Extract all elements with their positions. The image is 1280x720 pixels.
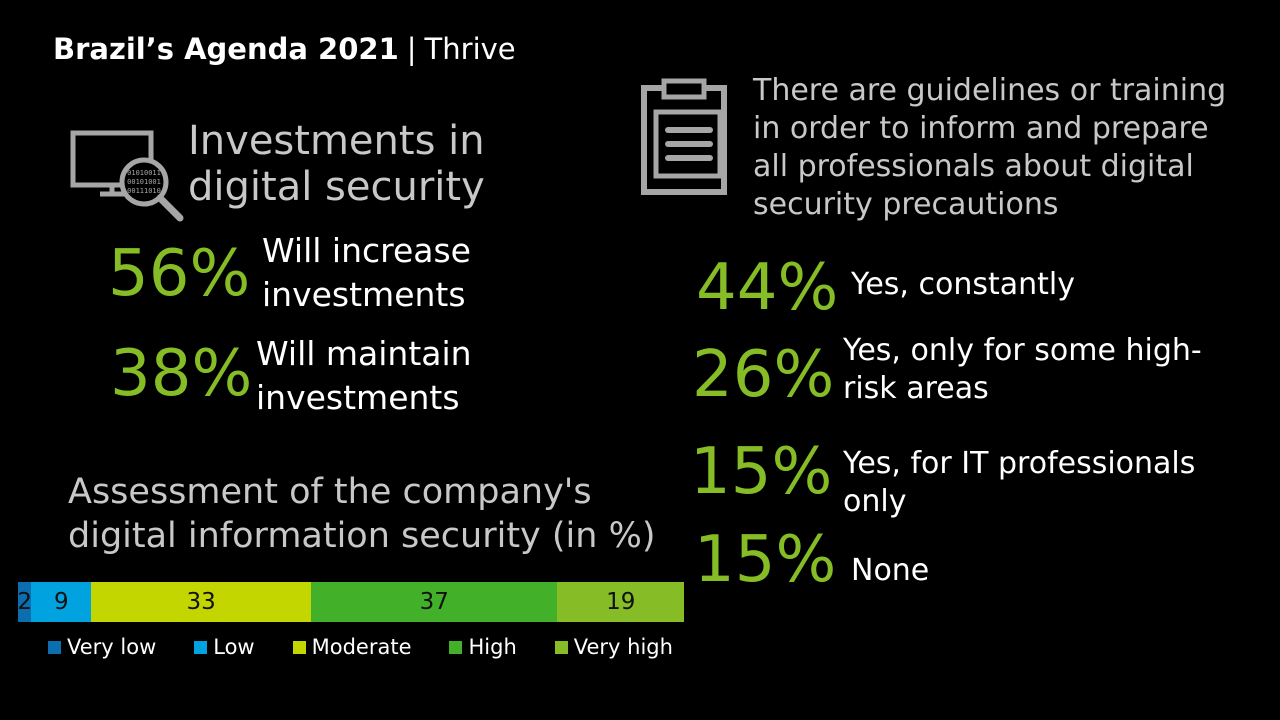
chart-title: Assessment of the company's digital info… <box>68 470 656 558</box>
chart-title-line1: Assessment of the company's <box>68 472 592 512</box>
maintain-label-line1: Will maintain <box>256 334 472 373</box>
maintain-percent: 38% <box>110 337 253 411</box>
none-label: None <box>851 553 930 588</box>
legend-label: High <box>468 635 517 659</box>
bar-segment: 33 <box>91 582 312 622</box>
legend-label: Low <box>213 635 255 659</box>
bar-segment: 37 <box>311 582 558 622</box>
legend-item: Very high <box>554 635 673 659</box>
high-risk-label-line1: Yes, only for some high- <box>843 333 1202 368</box>
legend-item: Moderate <box>292 635 412 659</box>
increase-label-line2: investments <box>262 275 466 314</box>
guidelines-line: in order to inform and prepare <box>753 111 1209 146</box>
legend-item: Very low <box>48 635 157 659</box>
bar-segment: 19 <box>557 582 684 622</box>
svg-text:00101001: 00101001 <box>127 178 161 186</box>
monitor-magnifier-icon: 01010011 00101001 00111010 <box>70 130 184 222</box>
title-bold: Brazil’s Agenda 2021 <box>53 32 399 66</box>
guidelines-line: There are guidelines or training <box>753 73 1227 108</box>
stacked-bar-chart: 2 9 33 37 19 <box>17 582 684 622</box>
high-risk-percent: 26% <box>692 338 835 412</box>
increase-percent: 56% <box>108 237 251 311</box>
guidelines-text: There are guidelines or training in orde… <box>753 72 1226 224</box>
none-percent: 15% <box>694 523 837 597</box>
bar-value-label: 19 <box>606 589 636 615</box>
increase-label: Will increase investments <box>262 229 471 317</box>
bar-segment: 9 <box>31 582 92 622</box>
investments-heading-line1: Investments in <box>188 118 485 164</box>
svg-text:01010011: 01010011 <box>127 169 161 177</box>
bar-value-label: 9 <box>53 589 69 615</box>
chart-legend: Very low Low Moderate High Very high <box>48 635 711 659</box>
it-only-label-line1: Yes, for IT professionals <box>843 446 1196 481</box>
legend-swatch <box>48 640 61 654</box>
constantly-percent: 44% <box>696 251 839 325</box>
bar-segment: 2 <box>17 582 32 622</box>
investments-heading: Investments in digital security <box>188 118 485 210</box>
legend-item: High <box>449 635 517 659</box>
legend-label: Very high <box>573 635 673 659</box>
high-risk-label: Yes, only for some high- risk areas <box>843 332 1202 408</box>
it-only-label: Yes, for IT professionals only <box>843 445 1195 521</box>
maintain-label-line2: investments <box>256 378 460 417</box>
chart-title-line2: digital information security (in %) <box>68 516 656 556</box>
page-title: Brazil’s Agenda 2021 | Thrive <box>53 32 516 66</box>
investments-heading-line2: digital security <box>188 164 485 210</box>
legend-item: Low <box>194 635 255 659</box>
legend-label: Very low <box>67 635 157 659</box>
svg-text:00111010: 00111010 <box>127 187 161 195</box>
constantly-label: Yes, constantly <box>851 267 1076 302</box>
guidelines-line: security precautions <box>753 187 1059 222</box>
high-risk-label-line2: risk areas <box>843 371 989 406</box>
guidelines-line: all professionals about digital <box>753 149 1194 184</box>
increase-label-line1: Will increase <box>262 231 471 270</box>
legend-swatch <box>554 640 568 654</box>
bar-value-label: 33 <box>186 589 216 615</box>
clipboard-icon <box>641 78 727 195</box>
legend-swatch <box>292 640 306 654</box>
bar-value-label: 37 <box>419 589 449 615</box>
legend-label: Moderate <box>311 635 412 659</box>
it-only-label-line2: only <box>843 484 907 519</box>
legend-swatch <box>449 640 463 654</box>
bar-value-label: 2 <box>17 589 32 615</box>
title-light: Thrive <box>424 32 516 66</box>
maintain-label: Will maintain investments <box>256 332 472 420</box>
it-only-percent: 15% <box>690 435 833 509</box>
title-separator: | <box>406 32 417 66</box>
legend-swatch <box>194 640 208 654</box>
